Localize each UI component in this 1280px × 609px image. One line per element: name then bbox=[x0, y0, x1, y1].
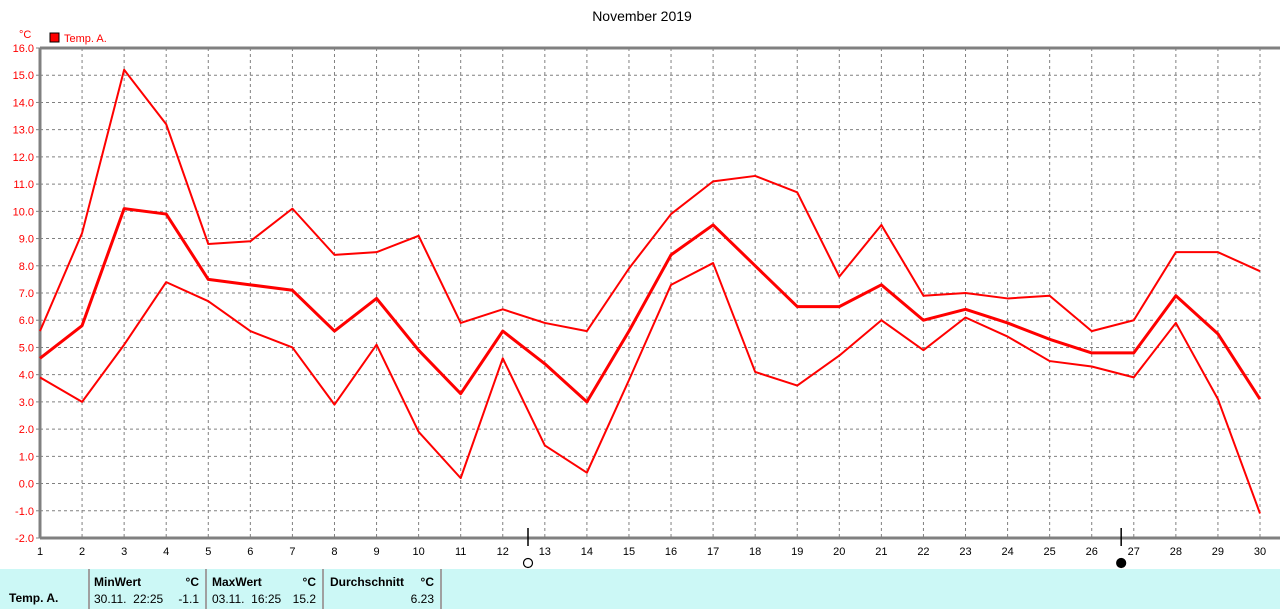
min-header: MinWert bbox=[94, 575, 142, 589]
x-tick-label: 3 bbox=[121, 546, 127, 558]
x-tick-label: 13 bbox=[539, 546, 551, 558]
series-line-avg bbox=[39, 207, 1262, 404]
avg-header: Durchschnitt bbox=[330, 575, 405, 589]
x-tick-label: 7 bbox=[289, 546, 295, 558]
chart-title: November 2019 bbox=[592, 8, 692, 24]
y-tick-label: 5.0 bbox=[19, 342, 34, 354]
y-tick-label: 14.0 bbox=[13, 97, 34, 109]
x-tick-label: 25 bbox=[1044, 546, 1056, 558]
max-value: 15.2 bbox=[292, 592, 316, 606]
y-tick-label: 16.0 bbox=[13, 43, 34, 55]
series-line-max bbox=[39, 68, 1261, 333]
y-axis-unit: °C bbox=[19, 29, 31, 41]
x-tick-label: 21 bbox=[875, 546, 887, 558]
x-tick-label: 18 bbox=[749, 546, 761, 558]
min-unit: °C bbox=[185, 575, 199, 589]
avg-value: 6.23 bbox=[410, 592, 434, 606]
y-tick-label: 1.0 bbox=[19, 451, 34, 463]
x-tick-label: 16 bbox=[665, 546, 677, 558]
y-tick-label: 12.0 bbox=[13, 152, 34, 164]
y-tick-label: 7.0 bbox=[19, 288, 34, 300]
max-unit: °C bbox=[302, 575, 316, 589]
y-tick-label: 8.0 bbox=[19, 261, 34, 273]
x-tick-label: 15 bbox=[623, 546, 635, 558]
y-tick-label: 6.0 bbox=[19, 315, 34, 327]
x-tick-label: 12 bbox=[497, 546, 509, 558]
max-datetime: 03.11. 16:25 bbox=[212, 592, 282, 606]
stats-series-label: Temp. A. bbox=[9, 591, 59, 605]
x-tick-label: 8 bbox=[331, 546, 337, 558]
x-tick-label: 10 bbox=[412, 546, 424, 558]
x-tick-label: 19 bbox=[791, 546, 803, 558]
y-tick-label: 10.0 bbox=[13, 206, 34, 218]
legend-swatch bbox=[49, 32, 60, 43]
x-tick-label: 2 bbox=[79, 546, 85, 558]
y-tick-label: 0.0 bbox=[19, 479, 34, 491]
y-tick-label: 13.0 bbox=[13, 125, 34, 137]
y-tick-label: 15.0 bbox=[13, 70, 34, 82]
y-tick-label: 4.0 bbox=[19, 370, 34, 382]
x-tick-label: 28 bbox=[1170, 546, 1182, 558]
x-tick-label: 22 bbox=[917, 546, 929, 558]
x-tick-label: 6 bbox=[247, 546, 253, 558]
temperature-chart: November 2019 °C Temp. A. 16.015.014.013… bbox=[13, 8, 1280, 569]
full-moon-icon bbox=[522, 557, 534, 569]
x-tick-label: 5 bbox=[205, 546, 211, 558]
x-tick-label: 30 bbox=[1254, 546, 1266, 558]
series-line-min bbox=[39, 262, 1261, 514]
x-tick-label: 26 bbox=[1086, 546, 1098, 558]
y-tick-label: -1.0 bbox=[15, 506, 34, 518]
new-moon-icon bbox=[1116, 557, 1127, 569]
min-datetime: 30.11. 22:25 bbox=[94, 592, 164, 606]
y-tick-label: 3.0 bbox=[19, 397, 34, 409]
x-tick-label: 29 bbox=[1212, 546, 1224, 558]
x-tick-label: 9 bbox=[373, 546, 379, 558]
x-tick-label: 20 bbox=[833, 546, 845, 558]
statistics-table: Temp. A. MinWert °C 30.11. 22:25 -1.1 Ma… bbox=[0, 569, 1280, 609]
y-tick-label: -2.0 bbox=[15, 533, 34, 545]
x-tick-label: 23 bbox=[959, 546, 971, 558]
y-tick-label: 2.0 bbox=[19, 424, 34, 436]
x-tick-label: 11 bbox=[455, 546, 466, 558]
min-value: -1.1 bbox=[178, 592, 199, 606]
legend-label: Temp. A. bbox=[64, 33, 107, 45]
x-tick-label: 24 bbox=[1001, 546, 1013, 558]
x-tick-label: 14 bbox=[581, 546, 593, 558]
y-tick-label: 11.0 bbox=[13, 179, 34, 191]
x-tick-label: 1 bbox=[37, 546, 43, 558]
y-tick-label: 9.0 bbox=[19, 234, 34, 246]
avg-unit: °C bbox=[420, 575, 434, 589]
x-tick-label: 4 bbox=[163, 546, 169, 558]
x-tick-label: 27 bbox=[1128, 546, 1140, 558]
x-tick-label: 17 bbox=[707, 546, 719, 558]
max-header: MaxWert bbox=[212, 575, 262, 589]
